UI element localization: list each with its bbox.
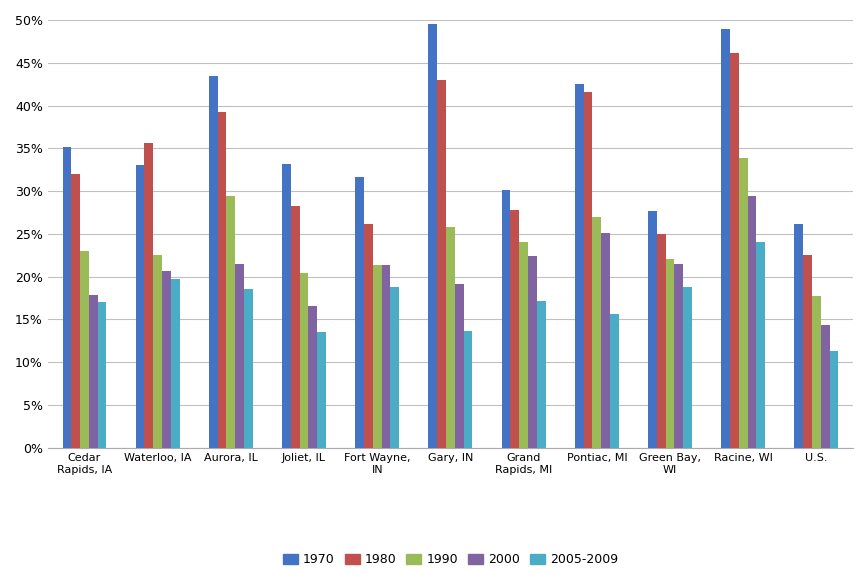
Bar [593, 217, 602, 448]
Bar [730, 52, 739, 448]
Bar [154, 255, 162, 448]
Bar [391, 287, 399, 448]
Bar [830, 351, 838, 448]
Bar [282, 164, 291, 448]
Bar [429, 24, 437, 448]
Bar [71, 174, 80, 448]
Bar [299, 273, 308, 448]
Bar [575, 84, 583, 448]
Bar [308, 306, 317, 448]
Bar [739, 158, 747, 448]
Legend: 1970, 1980, 1990, 2000, 2005-2009: 1970, 1980, 1990, 2000, 2005-2009 [278, 548, 623, 571]
Bar [666, 259, 674, 448]
Bar [602, 233, 610, 448]
Bar [821, 325, 830, 448]
Bar [227, 196, 235, 448]
Bar [135, 165, 144, 448]
Bar [244, 289, 253, 448]
Bar [519, 242, 528, 448]
Bar [171, 279, 180, 448]
Bar [209, 76, 218, 448]
Bar [528, 256, 536, 448]
Bar [721, 29, 730, 448]
Bar [97, 302, 107, 448]
Bar [510, 210, 519, 448]
Bar [794, 224, 803, 448]
Bar [812, 296, 821, 448]
Bar [317, 332, 326, 448]
Bar [62, 148, 71, 448]
Bar [455, 284, 464, 448]
Bar [610, 315, 619, 448]
Bar [218, 113, 227, 448]
Bar [291, 207, 299, 448]
Bar [235, 264, 244, 448]
Bar [373, 265, 382, 448]
Bar [747, 196, 756, 448]
Bar [803, 255, 812, 448]
Bar [657, 234, 666, 448]
Bar [756, 242, 766, 448]
Bar [80, 251, 89, 448]
Bar [648, 211, 657, 448]
Bar [583, 92, 593, 448]
Bar [502, 190, 510, 448]
Bar [382, 265, 391, 448]
Bar [355, 177, 364, 448]
Bar [683, 287, 692, 448]
Bar [364, 224, 373, 448]
Bar [437, 80, 446, 448]
Bar [464, 331, 472, 448]
Bar [674, 264, 683, 448]
Bar [89, 294, 97, 448]
Bar [162, 271, 171, 448]
Bar [446, 227, 455, 448]
Bar [536, 301, 546, 448]
Bar [144, 143, 154, 448]
